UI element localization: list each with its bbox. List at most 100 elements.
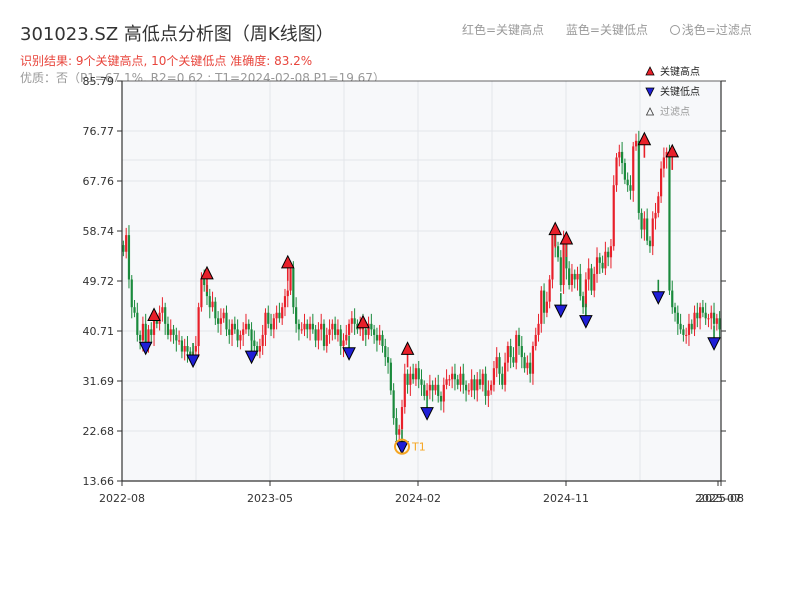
- candle-body: [520, 346, 523, 358]
- candle: [122, 240, 125, 257]
- key-low-marker: [395, 441, 409, 455]
- candle: [350, 311, 353, 333]
- candle-body: [150, 329, 153, 335]
- candle-body: [180, 340, 183, 352]
- candle-body: [342, 340, 345, 347]
- candle-body: [459, 373, 462, 385]
- candle: [169, 319, 172, 342]
- candle-body: [548, 279, 551, 302]
- candle: [542, 283, 546, 324]
- candle: [236, 319, 239, 348]
- candle: [133, 299, 136, 318]
- candle-body: [272, 318, 275, 330]
- candle-body: [139, 334, 142, 341]
- candle: [370, 313, 373, 337]
- candle: [247, 319, 250, 337]
- candle: [648, 236, 652, 253]
- candle-body: [381, 334, 384, 347]
- y-tick-label: 13.66: [83, 475, 115, 488]
- candle-body: [311, 323, 314, 330]
- candle-body: [676, 312, 679, 324]
- legend-label: 过滤点: [660, 105, 690, 118]
- candle: [286, 280, 289, 308]
- candle-body: [428, 384, 431, 391]
- candle-body: [476, 379, 479, 391]
- candle: [431, 380, 434, 402]
- candle-body: [434, 384, 437, 391]
- candle: [534, 327, 537, 351]
- candle: [295, 297, 298, 333]
- candle-body: [648, 240, 652, 247]
- candle: [712, 302, 716, 329]
- candle: [125, 227, 128, 259]
- candle: [556, 241, 560, 262]
- candle-body: [127, 235, 131, 280]
- candle-body: [130, 279, 133, 308]
- candle-body: [646, 218, 649, 241]
- candle: [445, 369, 448, 390]
- candle: [175, 327, 178, 352]
- candle-body: [660, 168, 663, 197]
- key-high-marker: [200, 265, 214, 280]
- candle: [172, 324, 175, 344]
- candle-body: [373, 329, 376, 335]
- candle: [392, 383, 395, 425]
- x-tick-label: 2025-07: [695, 492, 741, 505]
- candle: [487, 380, 490, 408]
- candle-body: [208, 296, 211, 308]
- candle: [381, 330, 384, 353]
- candle-body: [264, 312, 267, 335]
- candle: [551, 227, 554, 289]
- candle-body: [350, 318, 353, 324]
- candle: [225, 305, 228, 337]
- candle-body: [573, 273, 576, 280]
- key-high-marker: [400, 341, 415, 355]
- candle: [668, 144, 671, 296]
- candle-body: [412, 373, 415, 380]
- candle-body: [253, 340, 256, 347]
- top-legend-blue: 蓝色=关键低点: [565, 23, 648, 37]
- candle-body: [623, 163, 626, 180]
- candle-body: [400, 407, 404, 430]
- candle-body: [673, 307, 677, 313]
- candle-body: [448, 379, 451, 381]
- candle-body: [515, 334, 518, 363]
- candle: [604, 241, 607, 276]
- candle: [537, 313, 540, 342]
- key-low-marker: [186, 354, 200, 369]
- candle: [256, 341, 259, 357]
- candle: [503, 352, 507, 392]
- candle-body: [629, 185, 632, 191]
- key-high-marker: [559, 230, 574, 245]
- candle-body: [295, 307, 298, 324]
- candle-body: [540, 290, 543, 324]
- candle-body: [378, 334, 381, 341]
- key-low-marker: [651, 291, 666, 305]
- candle: [269, 313, 273, 337]
- x-tick-label: 2024-11: [543, 492, 589, 505]
- candle-body: [662, 157, 665, 169]
- candle-body: [665, 151, 668, 158]
- candle-body: [194, 346, 197, 352]
- candle-body: [420, 379, 423, 385]
- legend-low-icon: [645, 87, 655, 97]
- y-tick-label: 67.76: [83, 175, 115, 188]
- candle: [506, 341, 509, 372]
- key-low-marker: [420, 407, 434, 421]
- candle: [339, 324, 342, 355]
- candle: [322, 319, 326, 351]
- candle: [448, 374, 451, 386]
- candle-body: [523, 357, 526, 369]
- candle: [166, 316, 170, 340]
- candle-body: [562, 240, 565, 286]
- candle: [264, 308, 267, 347]
- candle: [311, 313, 314, 334]
- key-low-marker: [707, 337, 721, 351]
- candle-body: [679, 323, 682, 330]
- candle: [679, 313, 682, 334]
- candle: [409, 366, 412, 396]
- candle-body: [584, 279, 587, 308]
- candle-body: [375, 334, 379, 341]
